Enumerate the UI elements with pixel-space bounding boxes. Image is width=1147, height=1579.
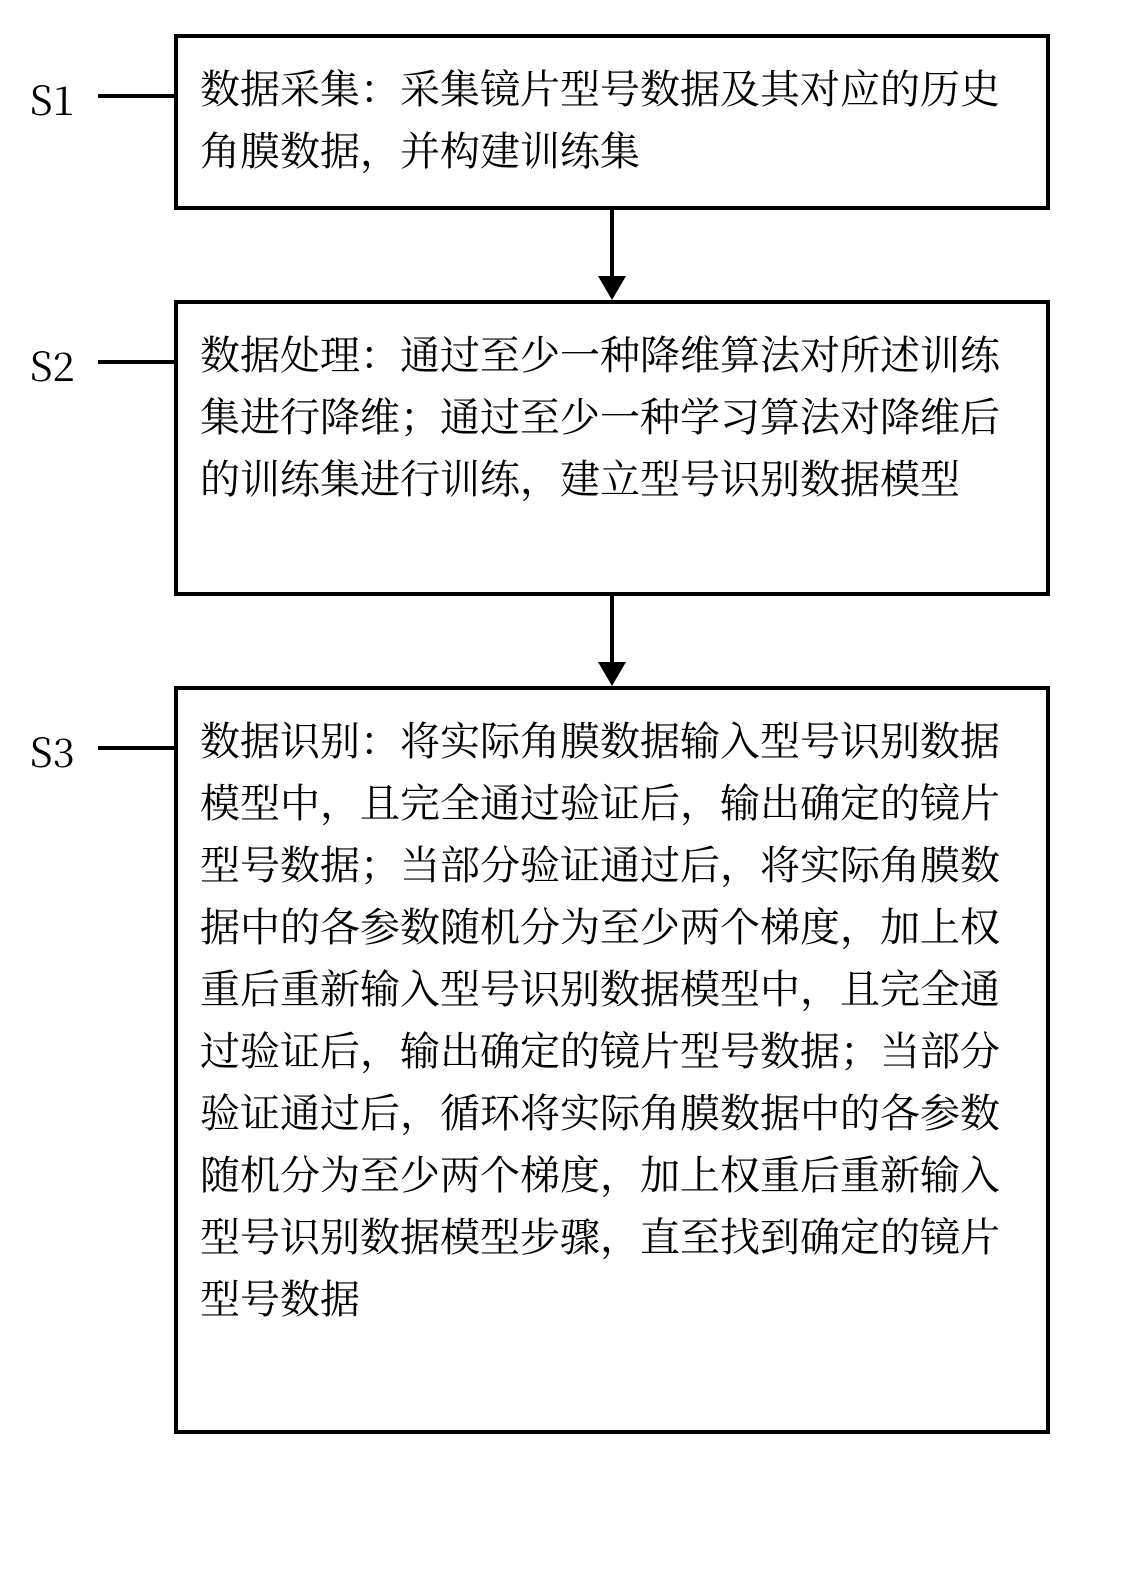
step-label-s2: S2: [30, 336, 75, 393]
step-label-line-s1: [98, 94, 174, 98]
arrow-down-icon: [598, 662, 626, 686]
step-text-s2: 数据处理：通过至少一种降维算法对所述训练集进行降维；通过至少一种学习算法对降维后…: [200, 324, 1000, 505]
step-text-s1: 数据采集：采集镜片型号数据及其对应的历史角膜数据，并构建训练集: [200, 58, 1000, 177]
step-box-s3: 数据识别：将实际角膜数据输入型号识别数据模型中，且完全通过验证后，输出确定的镜片…: [174, 686, 1050, 1434]
connector-s2-s3: [598, 596, 626, 686]
connector-s1-s2: [598, 210, 626, 300]
step-label-s1: S1: [30, 70, 75, 127]
step-label-s3: S3: [30, 722, 75, 779]
step-label-line-s3: [98, 746, 174, 750]
flowchart-canvas: 数据采集：采集镜片型号数据及其对应的历史角膜数据，并构建训练集 S1 数据处理：通过…: [0, 0, 1147, 1579]
connector-shaft: [610, 596, 614, 662]
arrow-down-icon: [598, 276, 626, 300]
step-text-s3: 数据识别：将实际角膜数据输入型号识别数据模型中，且完全通过验证后，输出确定的镜片…: [200, 710, 1000, 1325]
connector-shaft: [610, 210, 614, 276]
step-label-line-s2: [98, 360, 174, 364]
step-box-s2: 数据处理：通过至少一种降维算法对所述训练集进行降维；通过至少一种学习算法对降维后…: [174, 300, 1050, 596]
step-box-s1: 数据采集：采集镜片型号数据及其对应的历史角膜数据，并构建训练集: [174, 34, 1050, 210]
